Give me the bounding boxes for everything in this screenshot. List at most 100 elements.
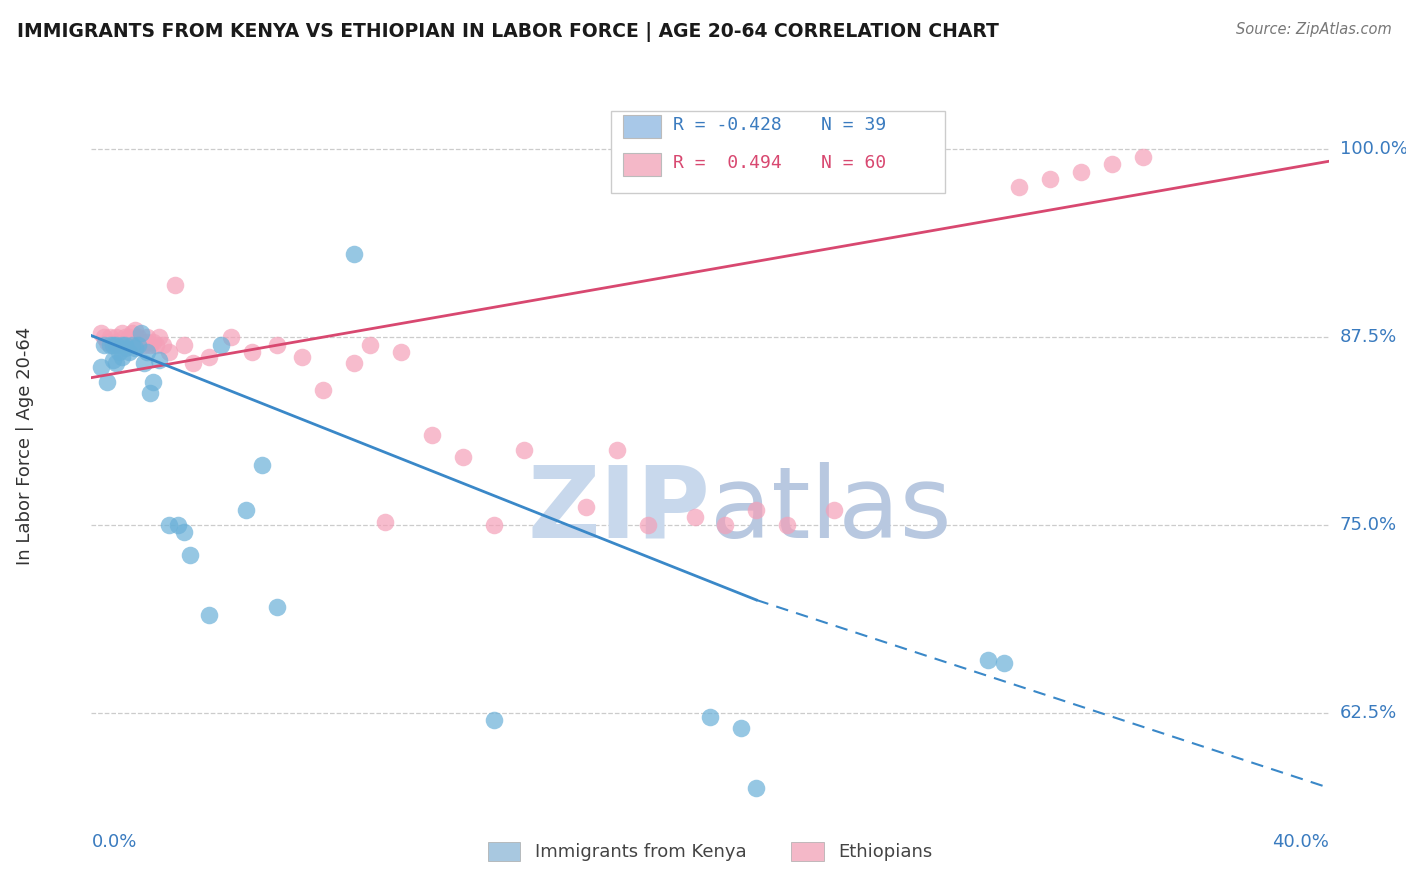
Point: [343, 356, 366, 370]
Point: [1101, 157, 1123, 171]
Point: [730, 721, 752, 735]
Point: [157, 345, 180, 359]
Point: [420, 427, 443, 442]
Point: [105, 334, 128, 349]
Point: [575, 500, 598, 514]
Point: [343, 247, 366, 261]
Point: [359, 337, 381, 351]
Point: [1132, 150, 1154, 164]
Point: [101, 337, 124, 351]
Point: [714, 517, 737, 532]
Point: [148, 330, 170, 344]
Text: 40.0%: 40.0%: [1272, 833, 1329, 851]
Text: IMMIGRANTS FROM KENYA VS ETHIOPIAN IN LABOR FORCE | AGE 20-64 CORRELATION CHART: IMMIGRANTS FROM KENYA VS ETHIOPIAN IN LA…: [17, 22, 998, 42]
Point: [745, 503, 768, 517]
Point: [776, 517, 799, 532]
Point: [167, 517, 190, 532]
Point: [101, 337, 124, 351]
Text: ZIP: ZIP: [527, 462, 710, 558]
Point: [108, 337, 131, 351]
Point: [198, 350, 221, 364]
Point: [823, 503, 845, 517]
Text: atlas: atlas: [710, 462, 952, 558]
Point: [129, 334, 152, 349]
Point: [183, 356, 205, 370]
Point: [136, 330, 159, 344]
Point: [513, 442, 536, 457]
Text: 87.5%: 87.5%: [1340, 328, 1398, 346]
Point: [266, 337, 288, 351]
Point: [250, 458, 273, 472]
Point: [163, 277, 186, 292]
Point: [993, 656, 1015, 670]
Point: [121, 326, 143, 340]
Point: [1070, 165, 1092, 179]
FancyBboxPatch shape: [612, 111, 945, 193]
Point: [114, 337, 136, 351]
Point: [111, 350, 134, 364]
Point: [127, 337, 149, 351]
Point: [136, 334, 159, 349]
Bar: [623, 153, 661, 176]
Point: [136, 345, 159, 359]
Point: [451, 450, 474, 465]
Text: 100.0%: 100.0%: [1340, 140, 1406, 158]
Text: R = -0.428: R = -0.428: [673, 116, 782, 134]
Point: [219, 330, 242, 344]
Point: [132, 356, 155, 370]
Point: [482, 713, 505, 727]
Point: [1008, 179, 1031, 194]
Point: [312, 383, 335, 397]
Point: [96, 375, 118, 389]
Point: [374, 515, 396, 529]
Text: N = 39: N = 39: [821, 116, 887, 134]
Point: [96, 334, 118, 349]
Point: [105, 337, 128, 351]
Point: [132, 337, 155, 351]
Point: [98, 337, 121, 351]
Point: [117, 345, 139, 359]
Point: [745, 780, 768, 795]
Point: [114, 334, 136, 349]
Point: [105, 356, 128, 370]
Point: [198, 607, 221, 622]
Point: [108, 345, 131, 359]
Point: [93, 330, 115, 344]
Point: [139, 337, 162, 351]
Legend: Immigrants from Kenya, Ethiopians: Immigrants from Kenya, Ethiopians: [481, 835, 939, 869]
Point: [148, 352, 170, 367]
Point: [98, 330, 121, 344]
Point: [105, 330, 128, 344]
Point: [173, 337, 195, 351]
Point: [111, 326, 134, 340]
Point: [209, 337, 232, 351]
Point: [482, 517, 505, 532]
Text: R =  0.494: R = 0.494: [673, 153, 782, 171]
Point: [683, 510, 706, 524]
Point: [389, 345, 412, 359]
Point: [117, 330, 139, 344]
Point: [90, 360, 112, 375]
Point: [129, 326, 152, 340]
Point: [145, 337, 167, 351]
Point: [124, 341, 146, 355]
Point: [977, 653, 1000, 667]
Text: Source: ZipAtlas.com: Source: ZipAtlas.com: [1236, 22, 1392, 37]
Point: [699, 710, 721, 724]
Point: [127, 337, 149, 351]
Point: [121, 337, 143, 351]
Point: [179, 548, 201, 562]
Point: [111, 337, 134, 351]
Text: In Labor Force | Age 20-64: In Labor Force | Age 20-64: [15, 326, 34, 566]
Point: [121, 334, 143, 349]
Point: [266, 600, 288, 615]
Point: [93, 337, 115, 351]
Point: [117, 337, 139, 351]
Text: 0.0%: 0.0%: [91, 833, 136, 851]
Point: [291, 350, 314, 364]
Bar: [623, 115, 661, 137]
Point: [114, 330, 136, 344]
Point: [235, 503, 257, 517]
Point: [90, 326, 112, 340]
Text: 62.5%: 62.5%: [1340, 704, 1398, 722]
